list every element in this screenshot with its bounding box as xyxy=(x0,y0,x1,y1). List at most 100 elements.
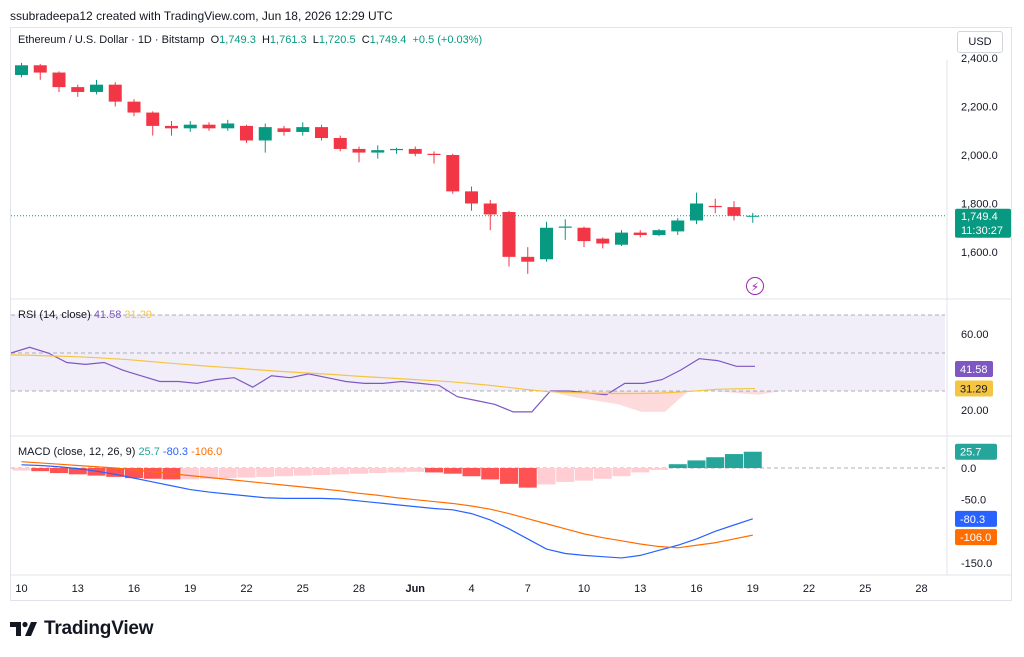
macd-histogram-bar xyxy=(650,468,668,470)
time-tick-label: 16 xyxy=(128,583,140,595)
time-tick-label: 10 xyxy=(15,583,27,595)
rsi-value-badge xyxy=(955,360,993,377)
candle-body xyxy=(333,138,347,149)
close-label: C xyxy=(361,34,370,46)
macd-hist-badge xyxy=(955,443,997,460)
candle-body xyxy=(465,191,478,204)
macd-tick-label: -150.0 xyxy=(961,558,992,570)
candle-body xyxy=(221,123,235,129)
candle-body xyxy=(633,232,647,236)
candle-body xyxy=(146,112,160,126)
low-label: L xyxy=(312,34,319,46)
time-tick-label: 28 xyxy=(915,583,927,595)
macd-histogram-bar xyxy=(256,468,275,477)
candle-body xyxy=(671,220,685,232)
macd-histogram-bar xyxy=(612,468,631,477)
rsi-tick-label: 20.00 xyxy=(961,405,989,417)
candle-body xyxy=(258,127,272,141)
price-tick-label: 2,000.0 xyxy=(961,150,998,162)
lightning-event-icon[interactable]: ⚡ xyxy=(746,277,764,295)
candle-body xyxy=(33,65,47,73)
time-tick-label: 25 xyxy=(297,583,309,595)
macd-histogram-bar xyxy=(368,468,387,474)
macd-histogram-bar xyxy=(518,468,537,488)
candle-body xyxy=(90,84,103,92)
macd-histogram-bar xyxy=(106,468,125,477)
candle-body xyxy=(108,84,122,102)
macd-histogram-bar xyxy=(275,468,293,477)
candle-body xyxy=(127,101,141,113)
macd-histogram-bar xyxy=(575,468,593,481)
rsi-label: RSI (14, close) xyxy=(18,309,91,321)
macd-line-value: -80.3 xyxy=(162,446,188,458)
macd-histogram-bar xyxy=(50,468,68,474)
time-tick-label: 13 xyxy=(634,583,646,595)
macd-signal-line xyxy=(21,461,753,549)
macd-histogram-bar xyxy=(537,468,556,485)
candle-body xyxy=(240,125,253,141)
rsi-tick-label: 60.00 xyxy=(961,329,989,341)
candle-body xyxy=(408,148,422,154)
rsi-ma-badge xyxy=(955,380,993,397)
rsi-oversold-fill xyxy=(711,391,735,393)
macd-histogram-bar xyxy=(556,468,575,482)
rsi-legend[interactable]: RSI (14, close) 41.58 31.29 xyxy=(18,309,152,321)
candle-body xyxy=(315,127,328,139)
macd-legend[interactable]: MACD (close, 12, 26, 9) 25.7 -80.3 -106.… xyxy=(18,446,222,458)
candle-body xyxy=(296,127,310,132)
macd-histogram-bar xyxy=(200,468,218,479)
macd-histogram-bar xyxy=(425,468,443,473)
macd-histogram-bar xyxy=(237,468,256,478)
price-tick-label: 2,400.0 xyxy=(961,53,998,65)
macd-tick-label: -50.0 xyxy=(961,495,986,507)
rsi-value: 41.58 xyxy=(93,309,122,321)
candle-body xyxy=(277,128,291,132)
macd-line xyxy=(21,464,753,559)
currency-button[interactable]: USD xyxy=(957,31,1003,53)
macd-histogram-bar xyxy=(668,464,687,468)
time-tick-label: 13 xyxy=(72,583,84,595)
candle-body xyxy=(540,227,553,260)
countdown-label: 11:30:27 xyxy=(961,225,1003,237)
rsi-oversold-fill xyxy=(734,391,759,395)
candle-body xyxy=(615,232,628,245)
macd-histogram-bar xyxy=(406,468,425,472)
rsi-ma-badge-label: 31.29 xyxy=(960,384,988,396)
macd-histogram-bar xyxy=(350,468,368,474)
macd-histogram-bar xyxy=(687,460,706,468)
candle-body xyxy=(183,124,197,129)
macd-hist-value: 25.7 xyxy=(138,446,160,458)
candle-body xyxy=(558,226,572,228)
macd-histogram-bar xyxy=(12,468,31,471)
time-tick-label: 25 xyxy=(859,583,871,595)
macd-histogram-bar xyxy=(387,468,406,473)
candle-body xyxy=(577,227,591,242)
macd-hist-badge-label: 25.7 xyxy=(960,447,981,459)
candle-body xyxy=(352,148,366,153)
candle-body xyxy=(52,72,66,88)
tradingview-logo[interactable]: TradingView xyxy=(10,618,154,640)
macd-histogram-bar xyxy=(218,468,237,479)
macd-histogram-bar xyxy=(125,468,143,479)
low-value: 1,720.5 xyxy=(318,34,356,46)
macd-histogram-bar xyxy=(68,468,87,475)
close-value: 1,749.4 xyxy=(369,34,407,46)
macd-histogram-bar xyxy=(331,468,350,475)
chart-frame xyxy=(10,27,1012,601)
candle-body xyxy=(446,155,460,192)
symbol-name[interactable]: Ethereum / U.S. Dollar · 1D · Bitstamp xyxy=(18,34,205,46)
open-value: 1,749.3 xyxy=(219,34,256,46)
candle-body xyxy=(427,153,441,155)
candle-body xyxy=(15,65,28,75)
rsi-ma-line xyxy=(10,354,756,395)
macd-histogram-bar xyxy=(462,468,481,477)
candle-body xyxy=(202,124,216,129)
macd-histogram-bar xyxy=(631,468,650,473)
macd-histogram-bar xyxy=(312,468,331,475)
time-tick-label: 19 xyxy=(747,583,759,595)
macd-histogram-bar xyxy=(293,468,312,476)
candle-body xyxy=(502,211,516,257)
candle-body xyxy=(690,203,703,221)
macd-histogram-bar xyxy=(706,457,725,468)
